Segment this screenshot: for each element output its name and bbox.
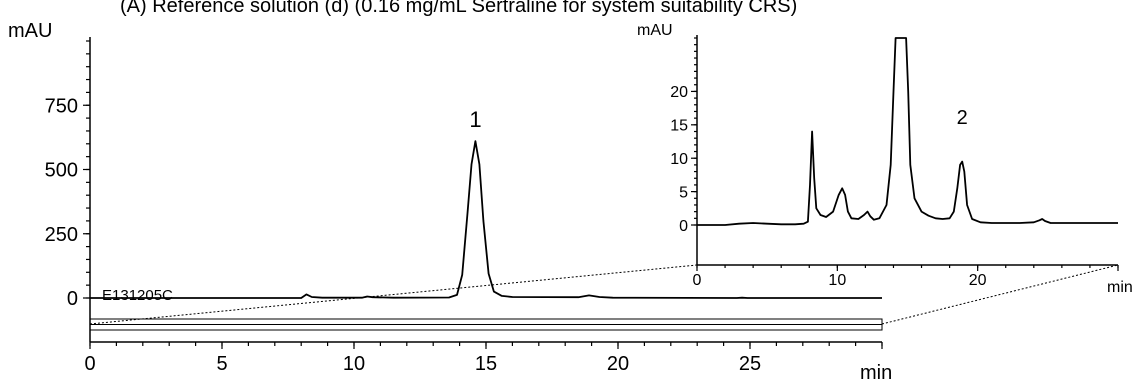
- inset-x-tick-label: 0: [693, 272, 702, 289]
- main-chromatogram-trace: [90, 140, 882, 299]
- inset-y-tick-label: 20: [670, 84, 688, 101]
- main-y-tick-label: 750: [45, 95, 78, 117]
- inset-x-axis-label: min: [1107, 279, 1133, 296]
- main-x-tick-label: 5: [216, 353, 227, 375]
- sample-id-label: E131205C: [102, 287, 173, 304]
- main-x-tick-label: 20: [607, 353, 629, 375]
- main-x-tick-label: 15: [475, 353, 497, 375]
- inset-y-tick-label: 5: [679, 184, 688, 201]
- main-y-tick-label: 500: [45, 160, 78, 182]
- main-x-tick-label: 10: [343, 353, 365, 375]
- inset-y-tick-label: 0: [679, 218, 688, 235]
- inset-chromatogram: mAU min 0 10 20 0 5 10 15 20 2: [637, 22, 1133, 296]
- main-x-tick-label: 25: [739, 353, 761, 375]
- inset-chromatogram-trace: [697, 37, 1118, 226]
- inset-x-tick-label: 10: [828, 272, 846, 289]
- main-y-axis-label: mAU: [8, 20, 52, 42]
- main-y-tick-label: 0: [67, 288, 78, 310]
- zoom-connector-right: [881, 264, 1119, 325]
- inset-peak-label: 2: [957, 107, 968, 129]
- main-y-tick-label: 250: [45, 224, 78, 246]
- main-peak-label: 1: [469, 107, 481, 132]
- main-x-tick-label: 0: [84, 353, 95, 375]
- inset-y-tick-label: 10: [670, 151, 688, 168]
- inset-x-tick-label: 20: [969, 272, 987, 289]
- zoom-connector-left: [89, 264, 698, 325]
- inset-y-tick-label: 15: [670, 118, 688, 135]
- figure-title: (A) Reference solution (d) (0.16 mg/mL S…: [120, 0, 797, 17]
- main-x-axis-label: min: [860, 362, 892, 383]
- inset-y-axis-label: mAU: [637, 22, 673, 39]
